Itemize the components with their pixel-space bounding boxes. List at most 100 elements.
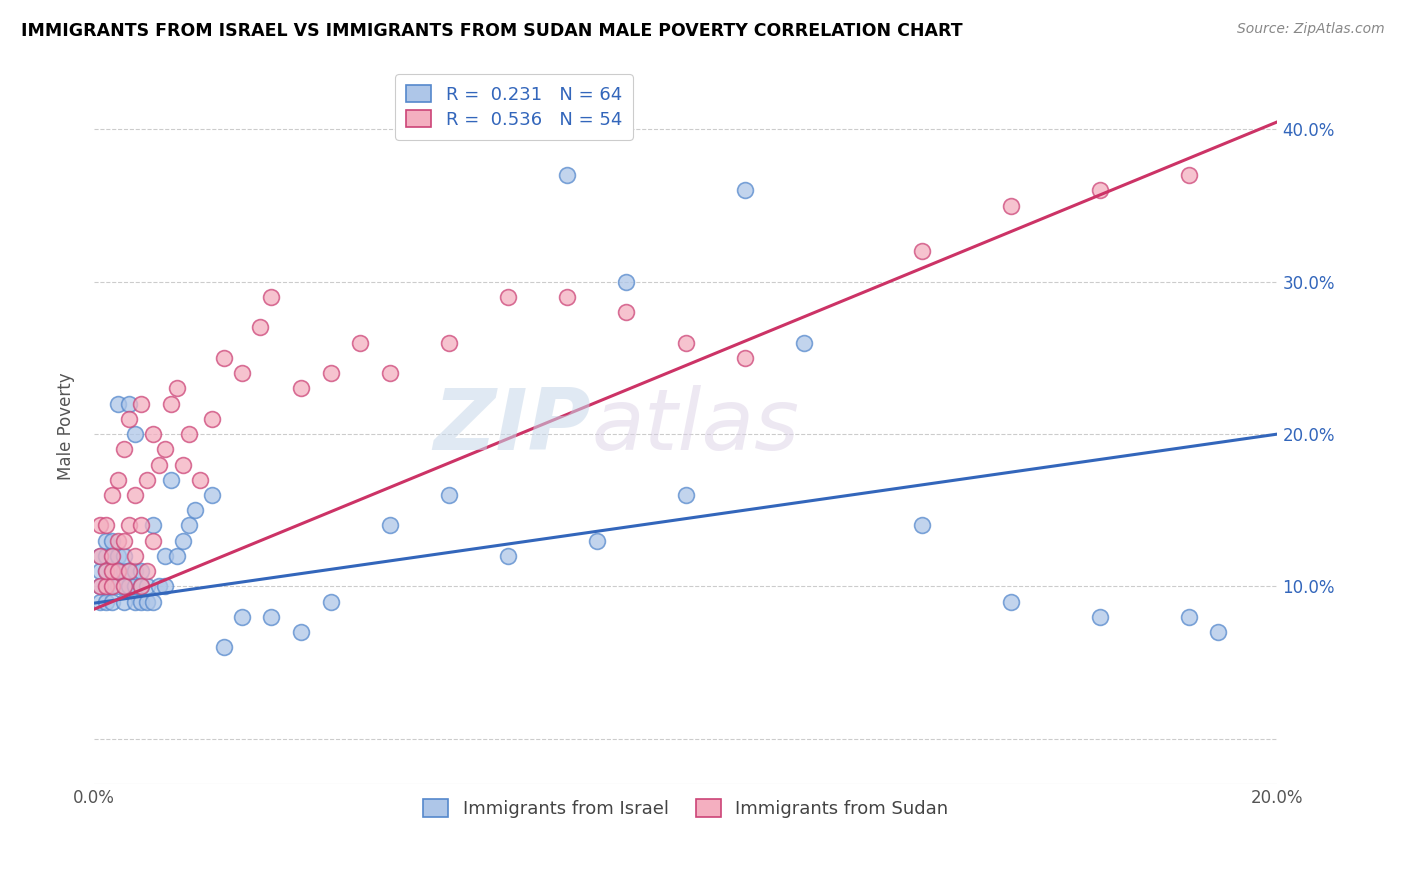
Point bbox=[496, 549, 519, 563]
Point bbox=[148, 458, 170, 472]
Point bbox=[201, 488, 224, 502]
Point bbox=[1177, 610, 1199, 624]
Point bbox=[555, 290, 578, 304]
Point bbox=[142, 533, 165, 548]
Point bbox=[616, 305, 638, 319]
Point bbox=[112, 564, 135, 578]
Point bbox=[437, 335, 460, 350]
Point bbox=[136, 564, 159, 578]
Point bbox=[107, 564, 129, 578]
Point bbox=[260, 610, 283, 624]
Point bbox=[160, 396, 183, 410]
Point bbox=[124, 564, 146, 578]
Point bbox=[89, 579, 111, 593]
Point bbox=[166, 549, 188, 563]
Point bbox=[1177, 168, 1199, 182]
Point bbox=[100, 579, 122, 593]
Point bbox=[201, 412, 224, 426]
Point bbox=[136, 594, 159, 608]
Point bbox=[94, 579, 117, 593]
Point bbox=[129, 579, 152, 593]
Point bbox=[675, 335, 697, 350]
Point bbox=[94, 518, 117, 533]
Point bbox=[118, 579, 141, 593]
Point bbox=[100, 564, 122, 578]
Point bbox=[89, 564, 111, 578]
Point bbox=[100, 594, 122, 608]
Point bbox=[160, 473, 183, 487]
Point bbox=[172, 458, 194, 472]
Legend: Immigrants from Israel, Immigrants from Sudan: Immigrants from Israel, Immigrants from … bbox=[416, 792, 956, 825]
Point bbox=[118, 564, 141, 578]
Point bbox=[496, 290, 519, 304]
Point bbox=[94, 594, 117, 608]
Point bbox=[94, 533, 117, 548]
Point bbox=[100, 533, 122, 548]
Point bbox=[100, 488, 122, 502]
Point bbox=[734, 351, 756, 365]
Point bbox=[94, 564, 117, 578]
Point bbox=[249, 320, 271, 334]
Point bbox=[129, 564, 152, 578]
Point bbox=[1088, 610, 1111, 624]
Point bbox=[793, 335, 815, 350]
Point bbox=[378, 518, 401, 533]
Point bbox=[129, 594, 152, 608]
Point bbox=[107, 549, 129, 563]
Point bbox=[911, 518, 934, 533]
Point bbox=[290, 381, 312, 395]
Point bbox=[129, 518, 152, 533]
Point bbox=[212, 640, 235, 655]
Point bbox=[89, 579, 111, 593]
Point bbox=[142, 427, 165, 442]
Point bbox=[231, 610, 253, 624]
Point bbox=[166, 381, 188, 395]
Point bbox=[89, 549, 111, 563]
Point bbox=[136, 473, 159, 487]
Point bbox=[616, 275, 638, 289]
Point bbox=[349, 335, 371, 350]
Y-axis label: Male Poverty: Male Poverty bbox=[58, 373, 75, 480]
Point bbox=[675, 488, 697, 502]
Point bbox=[107, 533, 129, 548]
Point bbox=[112, 442, 135, 457]
Point bbox=[107, 473, 129, 487]
Point bbox=[107, 564, 129, 578]
Point bbox=[142, 594, 165, 608]
Point bbox=[112, 594, 135, 608]
Text: Source: ZipAtlas.com: Source: ZipAtlas.com bbox=[1237, 22, 1385, 37]
Point bbox=[112, 579, 135, 593]
Point bbox=[89, 549, 111, 563]
Point bbox=[112, 549, 135, 563]
Point bbox=[142, 518, 165, 533]
Point bbox=[153, 549, 176, 563]
Point bbox=[118, 564, 141, 578]
Point bbox=[319, 366, 342, 380]
Point bbox=[124, 594, 146, 608]
Point bbox=[124, 427, 146, 442]
Point bbox=[112, 579, 135, 593]
Point bbox=[118, 412, 141, 426]
Point bbox=[89, 594, 111, 608]
Point bbox=[94, 564, 117, 578]
Point bbox=[124, 488, 146, 502]
Point bbox=[112, 533, 135, 548]
Point bbox=[172, 533, 194, 548]
Point bbox=[100, 549, 122, 563]
Point bbox=[734, 183, 756, 197]
Point bbox=[177, 518, 200, 533]
Point bbox=[378, 366, 401, 380]
Point bbox=[319, 594, 342, 608]
Point bbox=[555, 168, 578, 182]
Point bbox=[94, 549, 117, 563]
Point bbox=[148, 579, 170, 593]
Point bbox=[107, 579, 129, 593]
Point bbox=[231, 366, 253, 380]
Point bbox=[437, 488, 460, 502]
Text: IMMIGRANTS FROM ISRAEL VS IMMIGRANTS FROM SUDAN MALE POVERTY CORRELATION CHART: IMMIGRANTS FROM ISRAEL VS IMMIGRANTS FRO… bbox=[21, 22, 963, 40]
Point bbox=[1206, 625, 1229, 640]
Point bbox=[129, 396, 152, 410]
Point bbox=[911, 244, 934, 259]
Point bbox=[94, 579, 117, 593]
Point bbox=[100, 579, 122, 593]
